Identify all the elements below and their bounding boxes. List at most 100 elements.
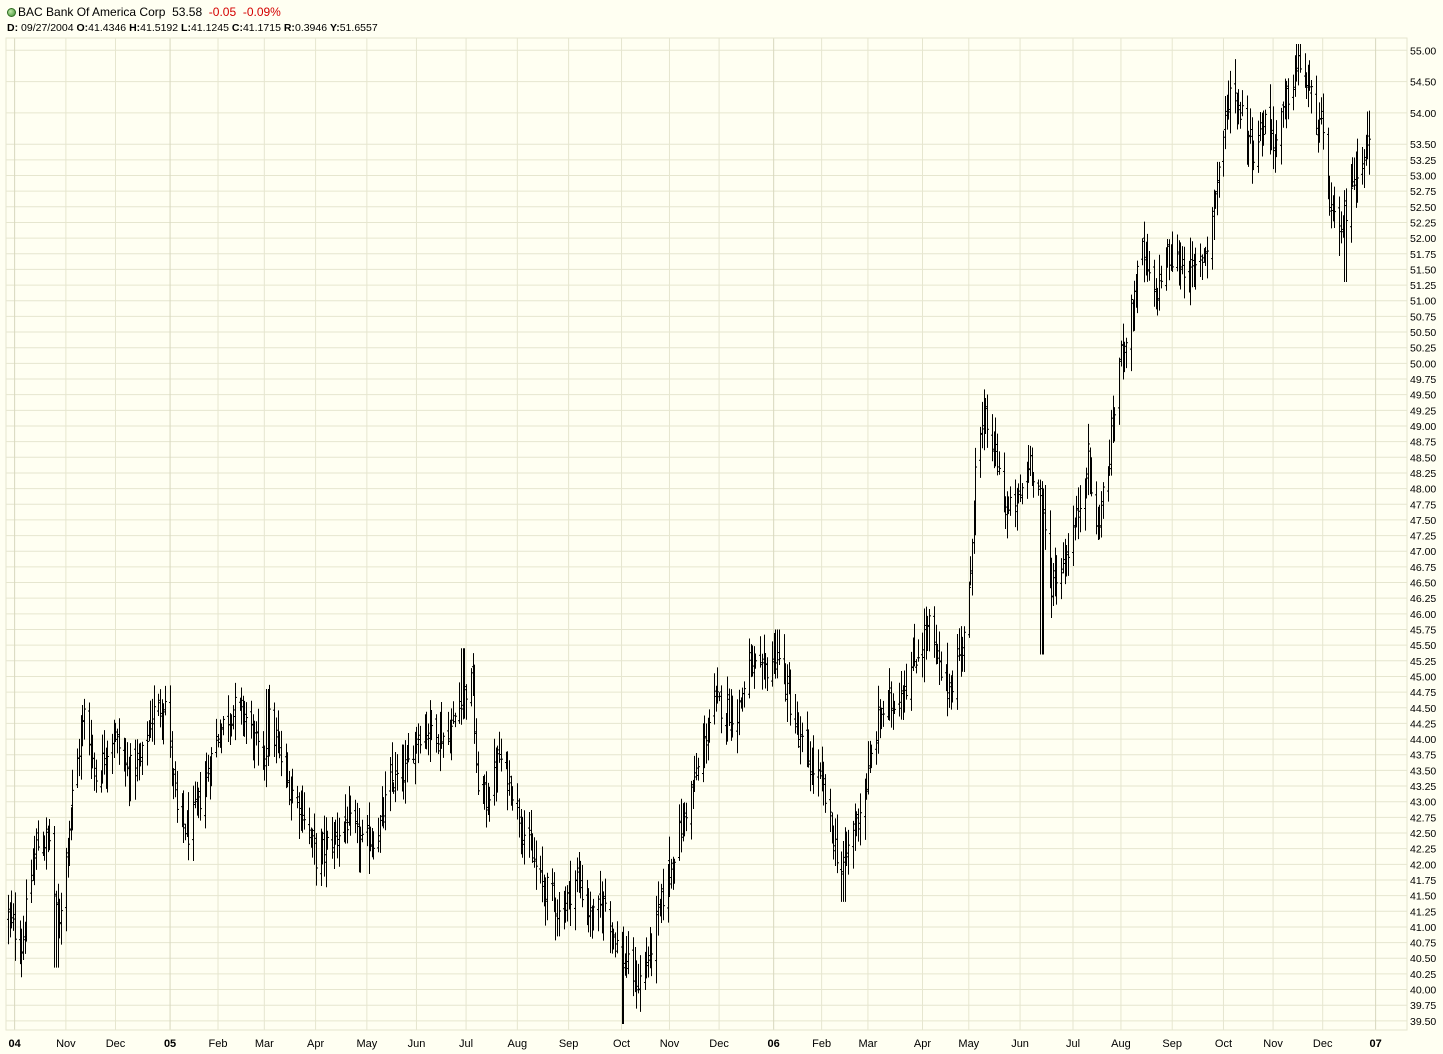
ohlc-bar [521,816,524,858]
ohlc-bar [1204,246,1207,266]
plot-area[interactable] [5,37,1408,1031]
price-change-percent: -0.09% [242,5,281,19]
ohlc-bar [37,820,40,851]
ohlc-bar [728,688,731,726]
ohlc-bar [928,609,931,652]
ohlc-bar [776,629,779,679]
ohlc-bar [657,881,660,936]
ohlc-bar [1143,221,1146,283]
ohlc-bar [234,682,237,741]
ohlc-bar [298,792,301,840]
ohlc-bar [1356,138,1359,203]
y-tick-label: 50.50 [1410,327,1436,339]
y-tick-label: 47.00 [1410,546,1436,558]
y-tick-label: 41.25 [1410,906,1436,918]
date-value: 09/27/2004 [21,22,74,34]
ohlc-bar [778,629,781,666]
ohlc-bar [533,837,536,868]
ohlc-bar [1322,93,1325,150]
date-label: D: [7,22,19,34]
horizontal-gridlines [6,49,1407,1022]
ohlc-bar [761,653,764,690]
ohlc-bar [627,931,630,975]
ohlc-bar [71,769,74,831]
ohlc-bar [1017,483,1020,504]
y-tick-label: 40.50 [1410,953,1436,965]
y-tick-label: 43.00 [1410,797,1436,809]
price-change: -0.05 [208,5,237,19]
y-tick-label: 51.75 [1410,249,1436,261]
ohlc-bar [1366,111,1369,160]
ohlc-bar [693,755,696,792]
ohlc-bar [164,685,167,716]
ohlc-bar [1113,407,1116,442]
ohlc-bar [222,716,225,736]
ohlc-bar [1310,80,1313,114]
ohlc-bar [716,667,719,704]
ohlc-bar [1037,479,1040,496]
ohlc-bar [528,811,531,858]
ohlc-bar [303,792,306,830]
ohlc-bar [20,928,23,978]
ohlc-bar [1079,485,1082,533]
x-tick-label: Jul [1066,1038,1080,1050]
ohlc-bar [1361,146,1364,185]
y-cursor-label: Y: [329,22,340,34]
ohlc-bar [506,751,509,811]
ohlc-bar [30,859,33,904]
ohlc-bar [870,744,873,769]
ohlc-bar [291,768,294,804]
ohlc-bar [748,638,751,699]
ohlc-bar [991,414,994,462]
ohlc-bar [819,762,822,780]
ohlc-bar [470,668,473,707]
ohlc-bar [852,820,855,869]
ohlc-bar [875,731,878,765]
ohlc-bar [632,937,635,997]
ohlc-bar [1156,287,1159,316]
ohlc-bar [956,634,959,710]
ohlc-bar [106,740,109,793]
ohlc-bar [589,891,592,937]
x-tick-label: Dec [106,1038,126,1050]
ohlc-bar [1343,190,1346,282]
ohlc-bar [488,786,491,822]
ohlc-bar [437,734,440,755]
x-tick-label: Nov [56,1038,76,1050]
ohlc-bar [169,685,172,758]
y-tick-label: 44.25 [1410,718,1436,730]
ohlc-bar [500,738,503,772]
ohlc-bar [361,819,364,843]
ohlc-bar [685,802,688,832]
ohlc-bar [308,807,311,845]
ohlc-bar [910,651,913,711]
ohlc-bar [442,732,445,758]
ohlc-bar [25,879,28,942]
y-tick-label: 42.50 [1410,828,1436,840]
ohlc-bar [323,815,326,877]
ohlc-bar [743,681,746,708]
ohlc-bar [315,832,318,886]
ohlc-bar [829,788,832,832]
y-tick-label: 55.00 [1410,45,1436,57]
y-tick-label: 44.00 [1410,734,1436,746]
ohlc-bar [1120,340,1123,367]
y-tick-label: 42.75 [1410,812,1436,824]
ohlc-bar [493,738,496,806]
ohlc-bar [569,860,572,927]
ohlc-bar [867,741,870,795]
ohlc-bar [1345,188,1348,282]
ohlc-bar [465,684,468,720]
ohlc-bar [182,790,185,844]
ohlc-bar [581,864,584,908]
ohlc-bar [979,426,982,478]
ohlc-bar [1368,110,1371,175]
ohlc-bar [961,636,964,672]
ohlc-bar [48,819,51,851]
ohlc-bar [1292,74,1295,111]
ohlc-bar [1108,439,1111,476]
ohlc-bar [95,759,98,793]
ohlc-bar [1249,108,1252,144]
ohlc-bar [139,742,142,767]
